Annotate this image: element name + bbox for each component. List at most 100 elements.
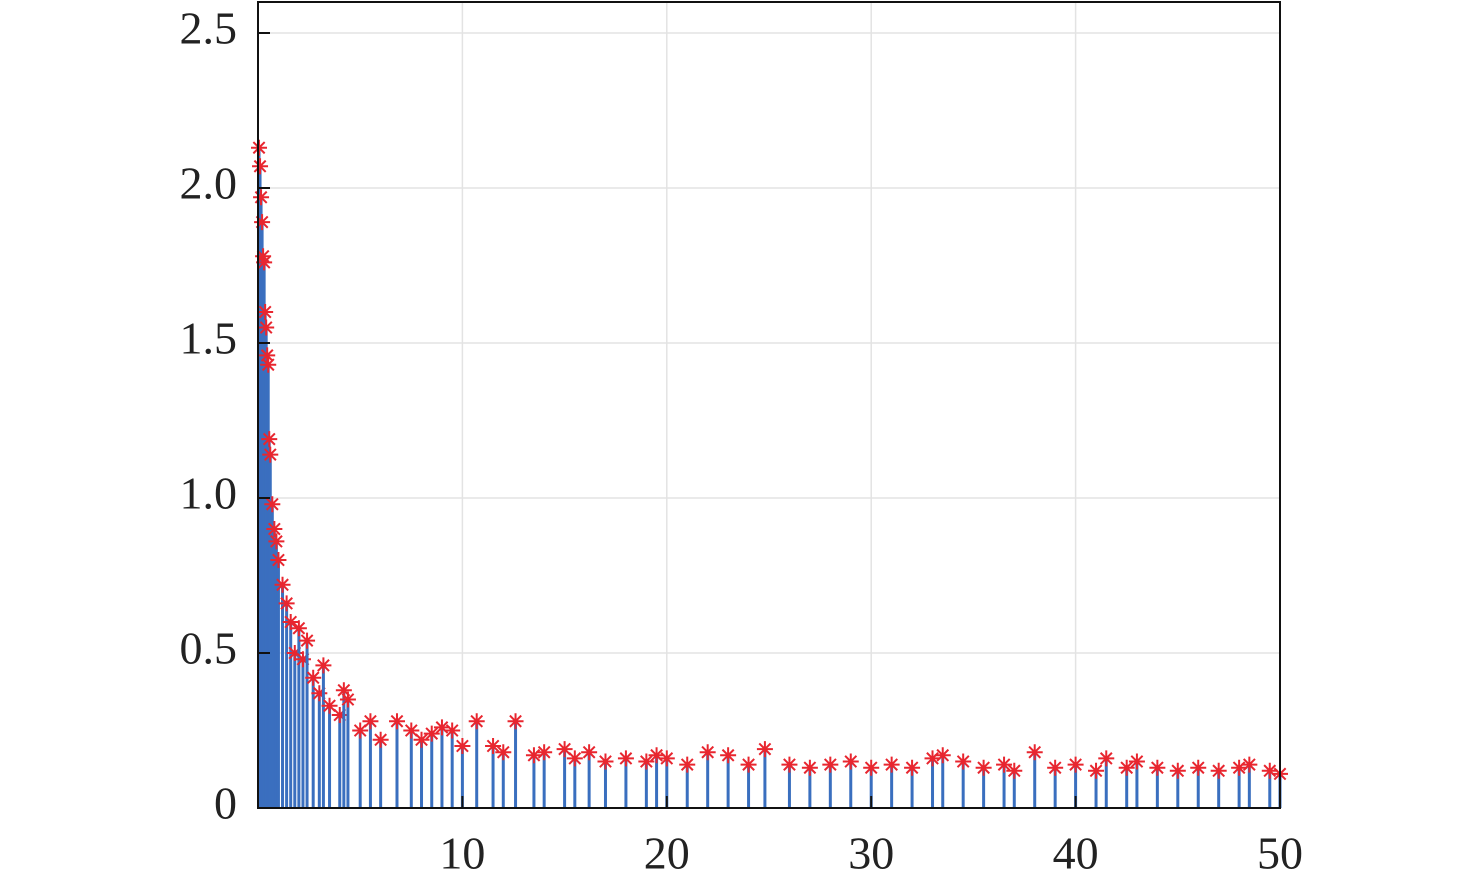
stem-marker <box>258 319 275 336</box>
stem-marker <box>251 139 268 156</box>
stem-marker <box>507 713 524 730</box>
stem-marker <box>1241 756 1258 773</box>
stem-marker <box>1067 756 1084 773</box>
stem-marker <box>1026 744 1043 761</box>
stem-marker <box>433 719 450 736</box>
stem-marker <box>315 657 332 674</box>
stem-marker <box>485 738 502 754</box>
stem-marker <box>335 682 352 699</box>
stem-marker <box>863 759 880 776</box>
stem-marker <box>536 744 553 761</box>
stem-marker <box>261 431 278 448</box>
stem-marker <box>975 759 992 776</box>
stem-marker <box>597 753 614 770</box>
plot-area <box>258 2 1280 808</box>
x-tick-label: 50 <box>1257 828 1303 879</box>
stem-marker <box>270 552 287 568</box>
stem-marker <box>253 189 270 206</box>
plot-frame <box>257 1 1281 809</box>
stem-marker <box>339 691 356 708</box>
stem-marker <box>413 731 430 748</box>
stem-marker <box>566 750 583 767</box>
stem-marker <box>331 707 348 723</box>
stem-marker <box>468 713 485 730</box>
stem-marker <box>257 304 274 320</box>
y-tick-label: 0.5 <box>180 623 238 674</box>
y-tick-label: 0 <box>214 778 237 829</box>
stem-marker <box>801 759 818 776</box>
stem-marker <box>262 446 279 463</box>
stem-marker <box>740 756 757 773</box>
stem-marker <box>720 747 737 764</box>
stem-marker <box>638 753 655 770</box>
stem-marker <box>1088 762 1105 779</box>
stem-marker <box>679 756 696 773</box>
stem-marker <box>822 756 839 773</box>
stem-marker <box>996 756 1013 773</box>
stem-marker <box>294 651 311 668</box>
stem-marker <box>1261 762 1278 779</box>
stem-marker <box>286 645 303 661</box>
y-tick-label: 1.0 <box>180 468 238 519</box>
stem-marker <box>1231 759 1248 776</box>
stem-marker <box>955 753 972 770</box>
stem-marker <box>305 669 322 686</box>
y-tick-label: 2.0 <box>180 158 238 209</box>
stem-marker <box>781 756 798 773</box>
stem-marker <box>321 697 338 714</box>
stem-marker <box>256 254 273 271</box>
stem-marker <box>444 722 461 739</box>
stem-marker <box>423 725 440 742</box>
stem-marker <box>278 595 295 612</box>
stem-marker <box>388 713 405 730</box>
stem-marker <box>255 248 272 265</box>
x-tick-label: 10 <box>439 828 485 879</box>
x-tick-label: 30 <box>848 828 894 879</box>
stem-marker <box>268 533 285 550</box>
stem-marker <box>1098 750 1115 767</box>
stem-marker <box>699 744 716 761</box>
stem-marker <box>1210 762 1227 779</box>
stem-marker <box>252 158 269 175</box>
stem-marker <box>254 214 271 231</box>
stem-marker <box>617 750 634 767</box>
stem-marker <box>883 756 900 773</box>
stem-marker <box>352 722 369 739</box>
marks <box>251 139 1288 808</box>
stem-marker <box>525 747 542 764</box>
stem-marker <box>274 576 291 593</box>
stem-marker <box>934 747 951 764</box>
stem-marker <box>282 614 299 630</box>
stem-marker <box>362 713 379 730</box>
stem-marker <box>648 747 665 764</box>
stem-marker <box>1169 762 1186 779</box>
stem-marker <box>1190 759 1207 776</box>
stem-marker <box>924 750 941 767</box>
stem-marker <box>495 744 512 761</box>
stem-marker <box>372 731 389 748</box>
stem-marker <box>658 750 675 767</box>
stem-marker <box>1149 759 1166 776</box>
stem-marker <box>403 722 420 739</box>
stem-marker <box>290 620 307 637</box>
stem-marker <box>842 753 859 770</box>
stem-marker <box>260 356 277 373</box>
stem-marker <box>1128 753 1145 770</box>
stem-marker <box>1118 759 1135 776</box>
x-tick-label: 20 <box>644 828 690 879</box>
stem-marker <box>904 759 921 776</box>
y-tick-label: 2.5 <box>180 3 238 54</box>
stem-marker <box>556 741 573 758</box>
stem-marker <box>1047 759 1064 776</box>
x-tick-label: 40 <box>1053 828 1099 879</box>
stem-marker <box>311 685 328 702</box>
stem-marker <box>756 741 773 758</box>
stem-marker <box>266 521 283 537</box>
y-tick-label: 1.5 <box>180 313 238 364</box>
stem-marker <box>454 738 471 754</box>
stem-marker <box>1006 762 1023 779</box>
stem-marker <box>299 632 316 649</box>
stem-marker <box>259 347 276 364</box>
stem-marker <box>264 496 281 513</box>
